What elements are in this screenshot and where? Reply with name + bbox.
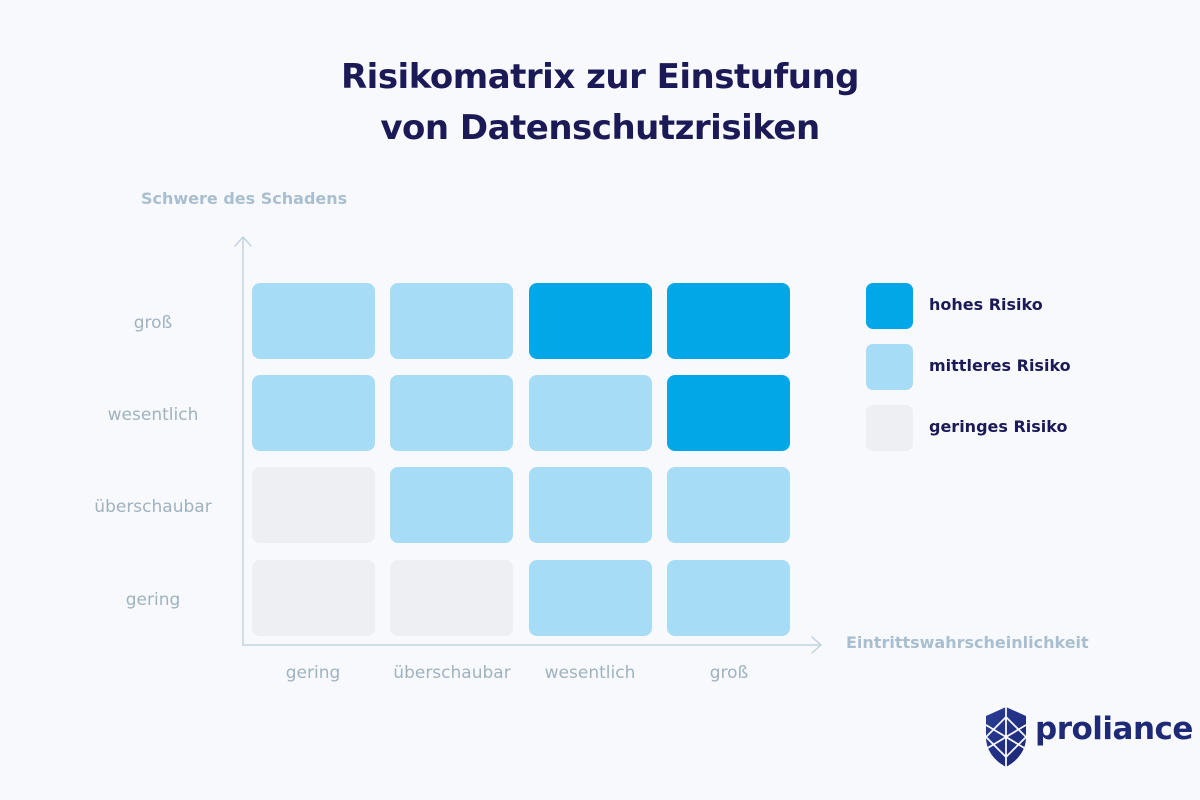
y-axis-title: Schwere des Schadens <box>141 189 348 208</box>
row-label-wesentlich: wesentlich <box>107 405 199 425</box>
legend-label-mittel: mittleres Risiko <box>929 356 1071 375</box>
matrix-cell-hoch <box>529 283 652 359</box>
col-label-wesentlich: wesentlich <box>544 663 636 683</box>
row-label-gross: groß <box>133 313 173 333</box>
legend-label-hoch: hohes Risiko <box>929 295 1043 314</box>
col-label-gering: gering <box>285 663 341 683</box>
page-title: Risikomatrix zur Einstufung von Datensch… <box>0 52 1200 154</box>
row-label-gering: gering <box>125 590 181 610</box>
col-label-gross: groß <box>709 663 749 683</box>
y-axis-arrow <box>234 236 252 247</box>
matrix-cell-mittel <box>390 375 513 451</box>
matrix-cell-hoch <box>667 375 790 451</box>
matrix-cell-mittel <box>529 467 652 543</box>
matrix-cell-mittel <box>390 467 513 543</box>
matrix-cell-mittel <box>667 467 790 543</box>
title-line-1: Risikomatrix zur Einstufung <box>340 57 860 97</box>
matrix-cell-mittel <box>390 283 513 359</box>
proliance-logo: proliance <box>982 705 1193 769</box>
matrix-cell-gering <box>252 560 375 636</box>
matrix-cell-mittel <box>252 375 375 451</box>
legend-swatch-gering <box>866 405 913 451</box>
legend-swatch-mittel <box>866 344 913 390</box>
logo-text: proliance <box>1035 711 1193 747</box>
x-axis-title: Eintrittswahrscheinlichkeit <box>846 633 1089 652</box>
legend-label-gering: geringes Risiko <box>929 417 1068 436</box>
legend-swatch-hoch <box>866 283 913 329</box>
matrix-cell-gering <box>252 467 375 543</box>
matrix-cell-hoch <box>667 283 790 359</box>
row-label-ueberschaubar: überschaubar <box>94 497 212 517</box>
col-label-ueberschaubar: überschaubar <box>393 663 511 683</box>
matrix-cell-mittel <box>529 375 652 451</box>
shield-icon <box>984 707 1028 767</box>
title-line-2: von Datenschutzrisiken <box>380 108 820 148</box>
x-axis-arrow <box>811 636 822 654</box>
matrix-cell-gering <box>390 560 513 636</box>
matrix-cell-mittel <box>667 560 790 636</box>
matrix-cell-mittel <box>252 283 375 359</box>
matrix-cell-mittel <box>529 560 652 636</box>
